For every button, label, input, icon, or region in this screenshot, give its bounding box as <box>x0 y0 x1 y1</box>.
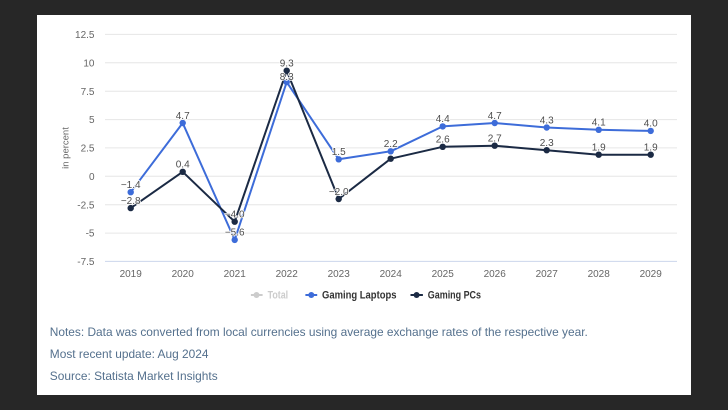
svg-text:4.1: 4.1 <box>592 118 606 129</box>
svg-text:4.0: 4.0 <box>644 119 658 130</box>
svg-text:−2.0: −2.0 <box>329 187 349 198</box>
svg-text:−4.0: −4.0 <box>225 210 245 221</box>
svg-text:2029: 2029 <box>640 269 663 280</box>
svg-text:Gaming Laptops: Gaming Laptops <box>322 290 397 302</box>
svg-text:2022: 2022 <box>276 269 299 280</box>
svg-text:2020: 2020 <box>172 269 195 280</box>
svg-text:-5: -5 <box>86 229 95 240</box>
svg-text:2021: 2021 <box>224 269 247 280</box>
svg-text:-7.5: -7.5 <box>77 257 95 268</box>
svg-text:2026: 2026 <box>484 269 507 280</box>
svg-text:2.3: 2.3 <box>540 138 554 149</box>
svg-text:12.5: 12.5 <box>75 30 95 41</box>
svg-text:2.5: 2.5 <box>81 144 95 155</box>
svg-text:−2.8: −2.8 <box>121 196 141 207</box>
svg-text:2.6: 2.6 <box>436 135 450 146</box>
svg-text:4.3: 4.3 <box>540 115 554 126</box>
svg-text:5: 5 <box>89 115 95 126</box>
svg-text:1.9: 1.9 <box>592 143 606 154</box>
svg-text:2024: 2024 <box>380 269 403 280</box>
svg-text:1.9: 1.9 <box>644 143 658 154</box>
svg-text:2025: 2025 <box>432 269 455 280</box>
svg-text:2.7: 2.7 <box>488 134 502 145</box>
svg-text:Total: Total <box>268 290 289 302</box>
svg-text:0.4: 0.4 <box>176 160 190 171</box>
svg-text:−5.6: −5.6 <box>225 228 245 239</box>
svg-text:2023: 2023 <box>328 269 351 280</box>
svg-text:Gaming PCs: Gaming PCs <box>428 290 481 302</box>
svg-text:2027: 2027 <box>536 269 559 280</box>
svg-text:2019: 2019 <box>120 269 143 280</box>
svg-text:10: 10 <box>83 58 95 69</box>
svg-text:2028: 2028 <box>588 269 611 280</box>
svg-text:8.3: 8.3 <box>280 72 294 83</box>
svg-text:0: 0 <box>89 172 95 183</box>
svg-text:4.7: 4.7 <box>176 111 190 122</box>
svg-text:−1.4: −1.4 <box>121 180 141 191</box>
svg-text:7.5: 7.5 <box>81 87 95 98</box>
svg-text:1.5: 1.5 <box>332 147 346 158</box>
svg-text:in percent: in percent <box>61 127 72 169</box>
svg-text:4.4: 4.4 <box>436 114 450 125</box>
svg-text:2.2: 2.2 <box>384 139 398 150</box>
svg-text:-2.5: -2.5 <box>77 200 95 211</box>
svg-text:9.3: 9.3 <box>280 59 294 70</box>
svg-text:4.7: 4.7 <box>488 111 502 122</box>
